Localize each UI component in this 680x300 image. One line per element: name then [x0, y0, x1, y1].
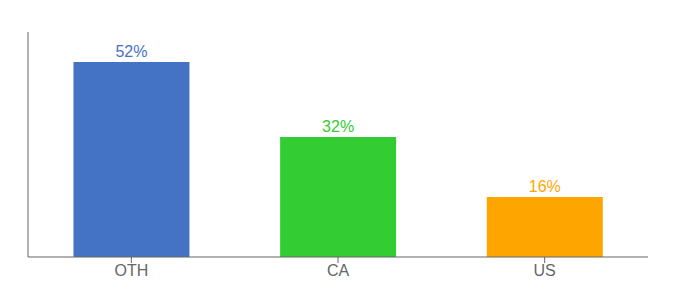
svg-text:US: US — [534, 262, 556, 279]
svg-text:CA: CA — [327, 262, 350, 279]
svg-text:OTH: OTH — [114, 262, 148, 279]
svg-text:32%: 32% — [322, 118, 354, 135]
svg-text:52%: 52% — [115, 43, 147, 60]
svg-text:16%: 16% — [529, 178, 561, 195]
